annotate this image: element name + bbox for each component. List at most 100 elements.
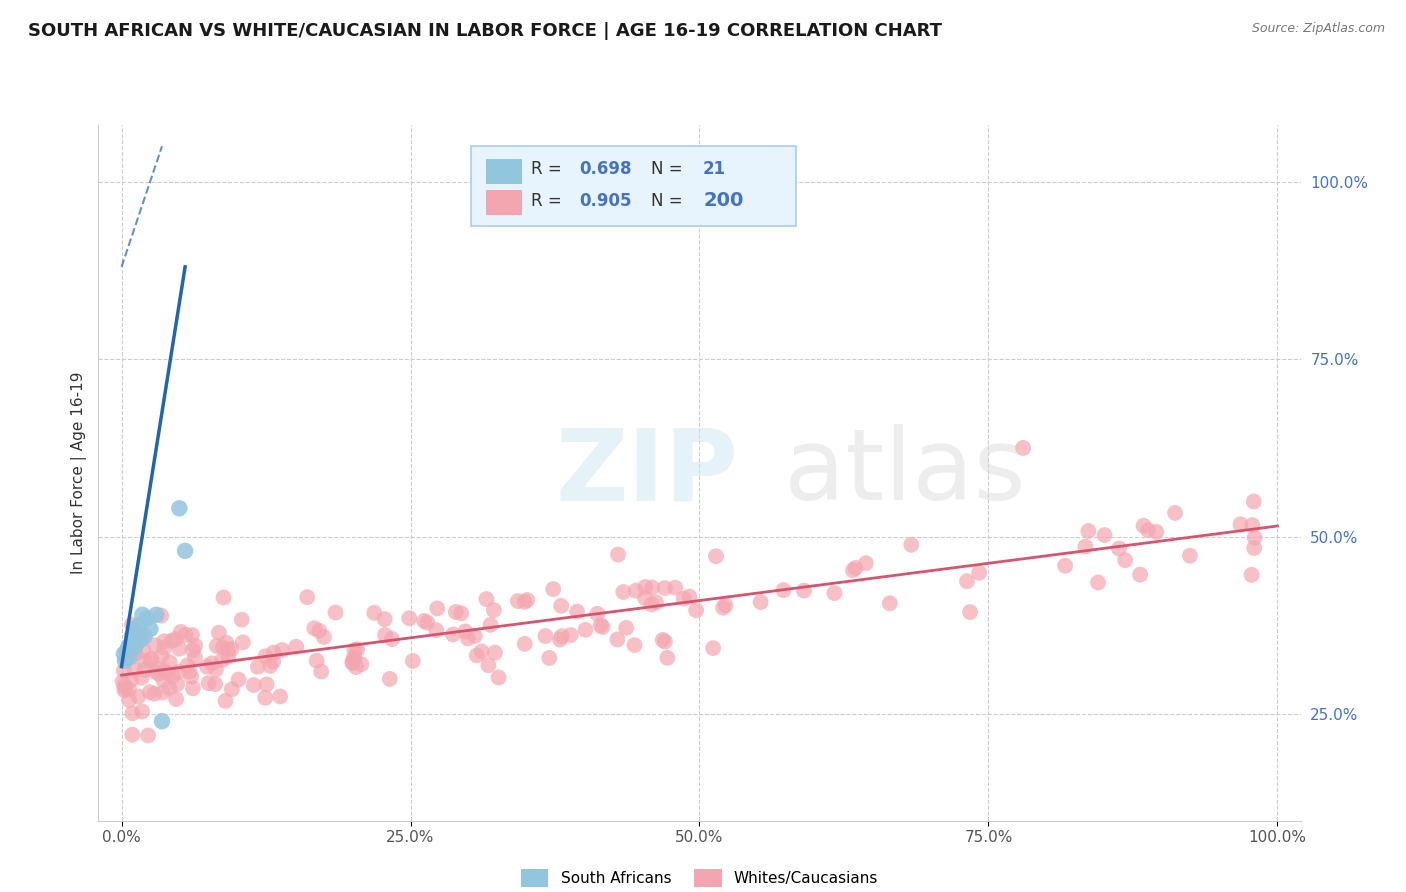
Point: [112, 647, 135, 661]
Point: [153, 634, 176, 648]
Point: [129, 632, 152, 647]
Point: [124, 640, 146, 654]
Point: [184, 650, 207, 665]
Point: [141, 652, 163, 666]
Point: [959, 605, 981, 619]
Point: [1074, 540, 1097, 554]
Point: [1108, 541, 1130, 556]
Point: [711, 600, 734, 615]
Point: [304, 621, 326, 635]
Point: [398, 611, 420, 625]
Point: [259, 659, 281, 673]
Point: [181, 681, 204, 696]
Point: [1054, 558, 1077, 573]
Point: [184, 639, 207, 653]
Point: [1164, 506, 1187, 520]
Point: [343, 643, 366, 657]
Point: [548, 632, 571, 647]
Point: [150, 714, 173, 729]
Point: [231, 613, 253, 627]
Point: [444, 605, 467, 619]
Point: [381, 632, 404, 646]
Point: [169, 641, 191, 656]
Point: [793, 583, 815, 598]
Point: [634, 591, 657, 605]
Point: [285, 640, 308, 654]
Point: [205, 663, 228, 677]
Point: [823, 586, 845, 600]
Point: [749, 595, 772, 609]
Point: [426, 601, 449, 615]
Point: [136, 611, 159, 625]
Point: [221, 682, 243, 697]
Point: [1012, 441, 1035, 455]
Point: [125, 625, 148, 640]
Text: 0.698: 0.698: [579, 161, 631, 178]
Point: [1240, 567, 1263, 582]
Legend: South Africans, Whites/Caucasians: South Africans, Whites/Caucasians: [515, 863, 884, 892]
Point: [651, 632, 673, 647]
Text: 21: 21: [703, 161, 727, 178]
Point: [645, 595, 668, 609]
Point: [124, 647, 146, 661]
Point: [170, 624, 193, 639]
Point: [516, 593, 538, 607]
Point: [1094, 528, 1116, 542]
Point: [159, 655, 181, 669]
Point: [513, 595, 536, 609]
Point: [139, 622, 162, 636]
Point: [589, 618, 612, 632]
Point: [488, 670, 510, 684]
Point: [214, 694, 236, 708]
Point: [640, 598, 662, 612]
Point: [1137, 523, 1160, 537]
Point: [246, 660, 269, 674]
Point: [228, 673, 250, 687]
Point: [541, 582, 564, 596]
Point: [413, 614, 436, 628]
Point: [117, 640, 139, 654]
Point: [565, 605, 588, 619]
Point: [205, 639, 228, 653]
Point: [111, 674, 134, 689]
Point: [181, 643, 204, 657]
Point: [215, 636, 238, 650]
Point: [143, 687, 166, 701]
Point: [195, 660, 218, 674]
Point: [374, 612, 396, 626]
Point: [560, 628, 582, 642]
Point: [127, 690, 149, 704]
Point: [128, 627, 150, 641]
Point: [612, 585, 634, 599]
Point: [374, 628, 396, 642]
Point: [574, 623, 596, 637]
Point: [197, 676, 219, 690]
Point: [117, 643, 139, 657]
Point: [162, 669, 184, 683]
Y-axis label: In Labor Force | Age 16-19: In Labor Force | Age 16-19: [72, 371, 87, 574]
Point: [363, 606, 385, 620]
Text: R =: R =: [531, 161, 567, 178]
Text: 200: 200: [703, 191, 744, 211]
Point: [211, 653, 233, 667]
Point: [217, 649, 239, 664]
Point: [842, 563, 865, 577]
Point: [112, 678, 135, 692]
Point: [606, 632, 628, 647]
Point: [1229, 517, 1251, 532]
Point: [641, 581, 664, 595]
Point: [242, 678, 264, 692]
Point: [165, 632, 187, 646]
Point: [342, 651, 364, 665]
Point: [121, 629, 143, 643]
Point: [201, 657, 224, 671]
Point: [271, 643, 294, 657]
Point: [150, 649, 173, 664]
Point: [262, 655, 284, 669]
Point: [112, 664, 135, 678]
Point: [169, 501, 191, 516]
Point: [153, 664, 176, 678]
Point: [221, 642, 243, 657]
Point: [309, 665, 332, 679]
Point: [112, 683, 135, 698]
